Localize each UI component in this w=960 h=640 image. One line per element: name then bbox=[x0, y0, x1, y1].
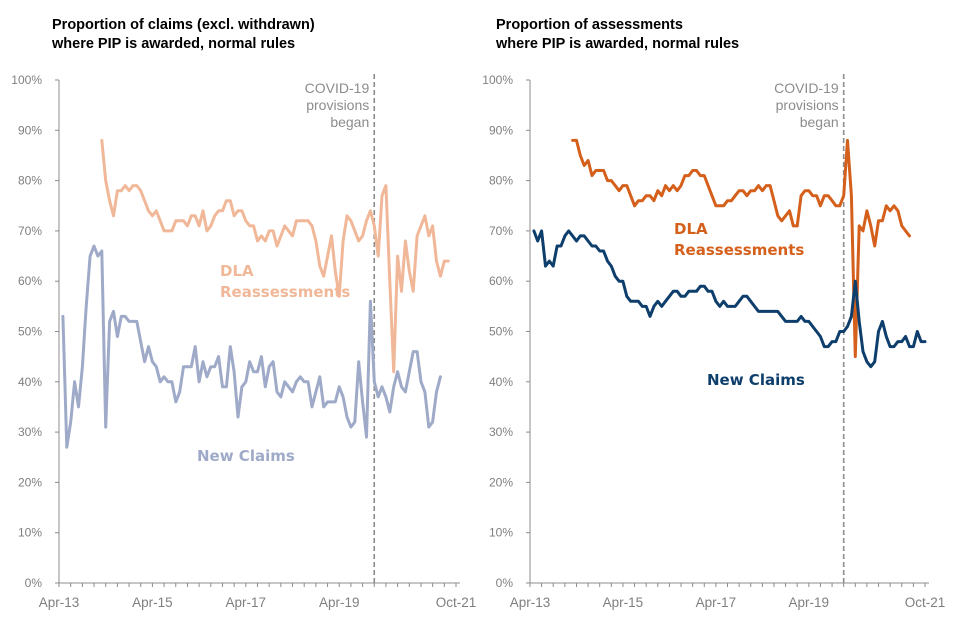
series-line-dla-reassessments bbox=[100, 138, 450, 374]
y-tick-label: 20% bbox=[489, 475, 513, 489]
series-line-new-claims bbox=[61, 244, 442, 449]
y-tick-label: 70% bbox=[489, 224, 513, 238]
x-tick-label: Apr-17 bbox=[226, 595, 267, 610]
y-tick-label: 10% bbox=[18, 526, 42, 540]
series-label-line: Reassessments bbox=[220, 283, 350, 301]
series-label-line: DLA bbox=[220, 262, 254, 280]
y-tick-label: 60% bbox=[18, 274, 42, 288]
covid-annotation-line: began bbox=[330, 114, 369, 130]
y-tick-label: 50% bbox=[18, 325, 42, 339]
series-label-dla-reassessments: DLA Reassessments bbox=[674, 220, 804, 259]
covid-annotation-line: began bbox=[800, 114, 839, 130]
y-tick-label: 80% bbox=[18, 174, 42, 188]
covid-annotation-line: COVID-19 bbox=[305, 80, 370, 96]
x-tick-label: Apr-15 bbox=[132, 595, 173, 610]
chart-title-left: Proportion of claims (excl. withdrawn) w… bbox=[52, 17, 315, 52]
series-label-new-claims: New Claims bbox=[707, 371, 805, 389]
y-tick-label: 80% bbox=[489, 174, 513, 188]
y-tick-label: 90% bbox=[489, 123, 513, 137]
y-tick-label: 10% bbox=[489, 526, 513, 540]
x-tick-label: Apr-19 bbox=[319, 595, 360, 610]
series-label-line: Reassessments bbox=[674, 241, 804, 259]
series-label-line: DLA bbox=[674, 220, 708, 238]
covid-annotation-line: provisions bbox=[306, 97, 369, 113]
y-tick-label: 70% bbox=[18, 224, 42, 238]
covid-annotation-line: COVID-19 bbox=[774, 80, 839, 96]
chart-panel-1: 0% 10% 20% 30% 40% 50% 60% 70% 80% 90% 100% Apr-13 A… bbox=[482, 73, 945, 610]
y-tick-label: 50% bbox=[489, 325, 513, 339]
y-tick-label: 60% bbox=[489, 274, 513, 288]
series-line-new-claims bbox=[532, 229, 927, 369]
chart-panel-0: 0% 10% 20% 30% 40% 50% 60% 70% 80% 90% 100% Apr-13 A… bbox=[11, 73, 476, 610]
x-tick-label: Oct-21 bbox=[905, 595, 946, 610]
y-tick-label: 30% bbox=[18, 425, 42, 439]
y-tick-label: 0% bbox=[496, 576, 514, 590]
covid-annotation: COVID-19 provisions began bbox=[774, 80, 839, 130]
y-tick-label: 40% bbox=[489, 375, 513, 389]
covid-annotation: COVID-19 provisions began bbox=[305, 80, 370, 130]
y-tick-label: 30% bbox=[489, 425, 513, 439]
series-line-dla-reassessments bbox=[571, 138, 911, 359]
x-tick-label: Apr-13 bbox=[510, 595, 551, 610]
x-tick-label: Oct-21 bbox=[436, 595, 477, 610]
series-label-line: New Claims bbox=[707, 371, 805, 389]
y-tick-label: 0% bbox=[25, 576, 43, 590]
series-label-dla-reassessments: DLA Reassessments bbox=[220, 262, 350, 301]
y-tick-label: 90% bbox=[18, 123, 42, 137]
series-label-line: New Claims bbox=[197, 447, 295, 465]
y-tick-label: 100% bbox=[482, 73, 513, 87]
x-tick-label: Apr-19 bbox=[789, 595, 830, 610]
y-tick-label: 40% bbox=[18, 375, 42, 389]
y-tick-label: 20% bbox=[18, 475, 42, 489]
x-tick-label: Apr-17 bbox=[696, 595, 737, 610]
covid-annotation-line: provisions bbox=[776, 97, 839, 113]
x-tick-label: Apr-13 bbox=[39, 595, 80, 610]
series-label-new-claims: New Claims bbox=[197, 447, 295, 465]
y-tick-label: 100% bbox=[11, 73, 42, 87]
chart-title-right: Proportion of assessments where PIP is a… bbox=[496, 17, 740, 52]
x-tick-label: Apr-15 bbox=[603, 595, 644, 610]
